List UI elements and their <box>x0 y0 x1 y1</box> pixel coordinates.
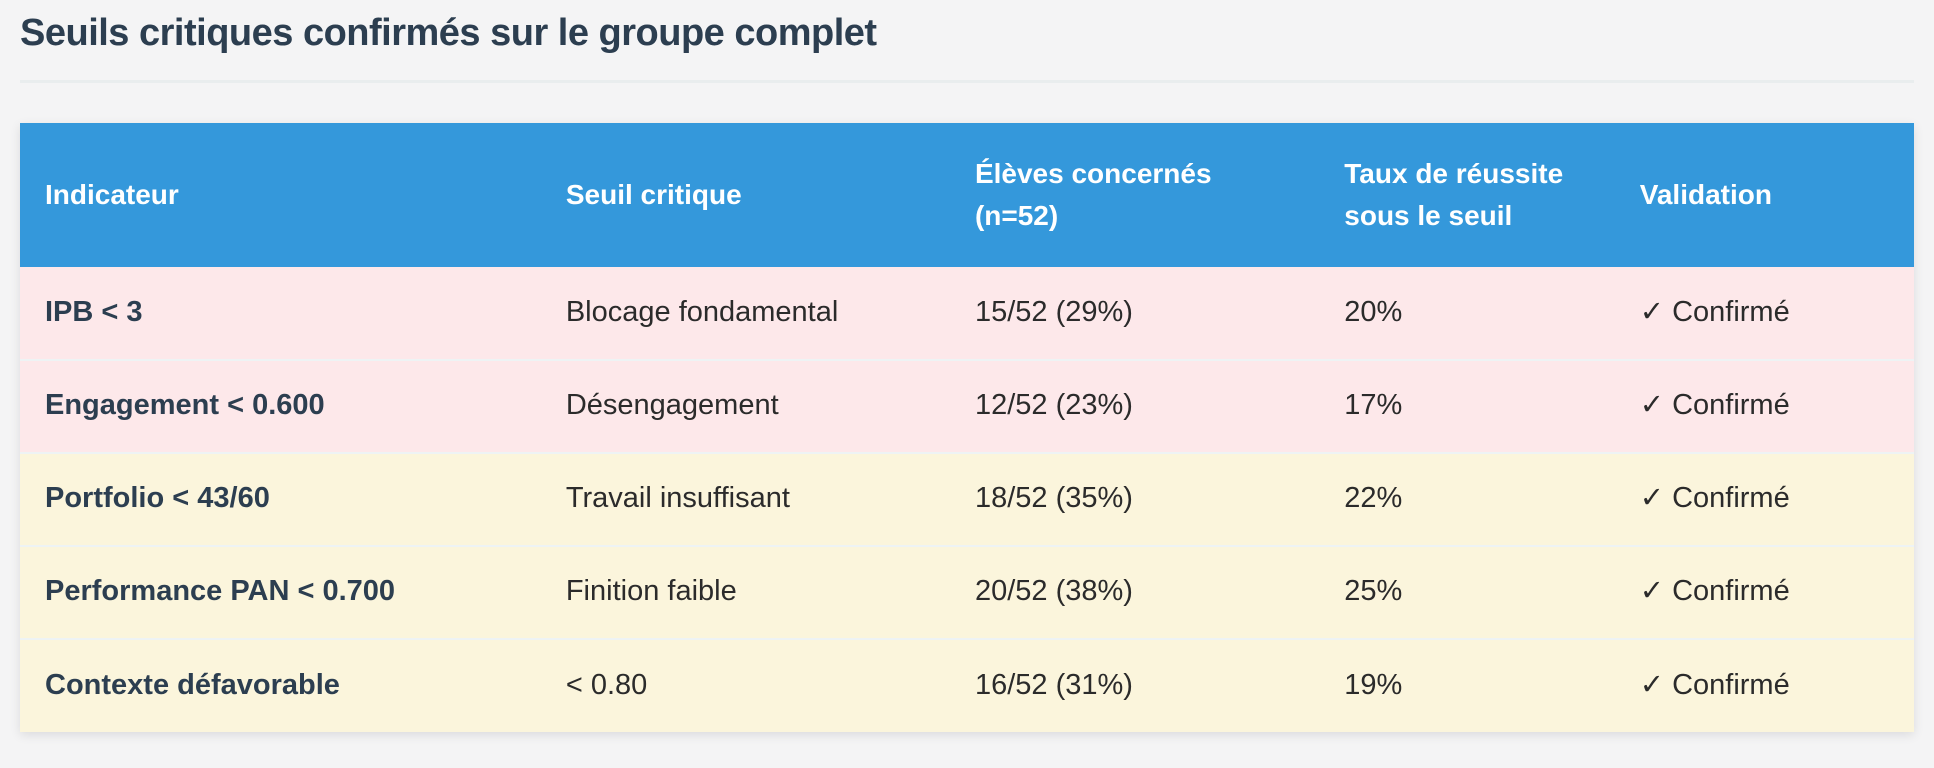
cell-indicator: Engagement < 0.600 <box>20 358 541 453</box>
critical-thresholds-table: Indicateur Seuil critique Élèves concern… <box>20 122 1914 732</box>
column-header-eleves-concernes: Élèves concernés (n=52) <box>949 122 1320 267</box>
cell-success-rate: 17% <box>1319 358 1615 453</box>
cell-indicator: Portfolio < 43/60 <box>20 451 541 546</box>
cell-success-rate: 20% <box>1344 295 1403 328</box>
title-divider <box>20 79 1914 83</box>
cell-threshold: Finition faible <box>540 544 950 639</box>
column-header-indicateur: Indicateur <box>20 122 541 267</box>
cell-validation-status: ✓ Confirmé <box>1639 295 1790 328</box>
table-row: Engagement < 0.600 Désengagement 12/52 (… <box>20 358 1914 453</box>
column-header-seuil-critique: Seuil critique <box>540 122 950 267</box>
table-row: Portfolio < 43/60 Travail insuffisant 18… <box>20 451 1914 546</box>
column-header-taux-reussite: Taux de réussite sous le seuil <box>1319 122 1615 267</box>
cell-threshold: Travail insuffisant <box>540 451 950 546</box>
cell-students: 15/52 (29%) <box>974 295 1133 328</box>
table-header: Indicateur Seuil critique Élèves concern… <box>20 122 1914 267</box>
cell-validation-status: ✓ Confirmé <box>1614 451 1914 546</box>
table-row: IPB < 3 Blocage fondamental 15/52 (29%) … <box>20 266 1914 360</box>
cell-students: 18/52 (35%) <box>949 451 1320 546</box>
report-page: Seuils critiques confirmés sur le groupe… <box>20 12 1914 732</box>
header-row: Indicateur Seuil critique Élèves concern… <box>20 122 1914 267</box>
cell-success-rate: 22% <box>1319 451 1615 546</box>
cell-threshold: < 0.80 <box>540 637 950 732</box>
cell-indicator: IPB < 3 <box>45 295 143 328</box>
cell-validation-status: ✓ Confirmé <box>1614 358 1914 453</box>
cell-students: 16/52 (31%) <box>949 637 1320 732</box>
cell-students: 20/52 (38%) <box>949 544 1320 639</box>
cell-indicator: Performance PAN < 0.700 <box>20 544 541 639</box>
cell-validation-status: ✓ Confirmé <box>1614 637 1914 732</box>
cell-threshold: Blocage fondamental <box>565 295 839 328</box>
cell-threshold: Désengagement <box>540 358 950 453</box>
page-title: Seuils critiques confirmés sur le groupe… <box>20 12 877 54</box>
table-body: IPB < 3 Blocage fondamental 15/52 (29%) … <box>20 266 1914 732</box>
cell-students: 12/52 (23%) <box>949 358 1320 453</box>
table-row: Performance PAN < 0.700 Finition faible … <box>20 544 1914 639</box>
cell-validation-status: ✓ Confirmé <box>1614 544 1914 639</box>
cell-success-rate: 19% <box>1319 637 1615 732</box>
column-header-validation: Validation <box>1614 122 1914 267</box>
table-row: Contexte défavorable < 0.80 16/52 (31%) … <box>20 637 1914 732</box>
cell-success-rate: 25% <box>1319 544 1615 639</box>
cell-indicator: Contexte défavorable <box>20 637 541 732</box>
